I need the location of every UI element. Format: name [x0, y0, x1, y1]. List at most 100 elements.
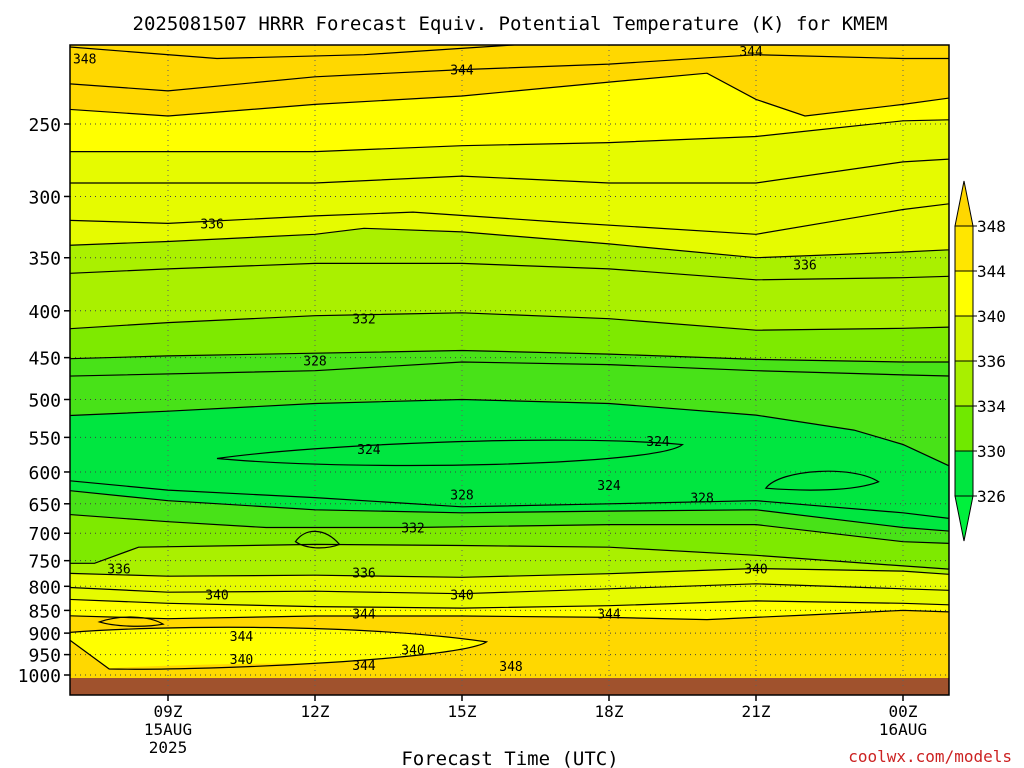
- contour-line-18: [70, 598, 949, 609]
- x-tick-label-9-0: 09Z: [154, 702, 183, 721]
- y-tick-label-1000: 1000: [18, 666, 61, 687]
- contour-label-18: 344: [352, 608, 376, 623]
- contour-line-19: [70, 609, 949, 621]
- contour-label-22: 340: [230, 653, 253, 668]
- svg-text:340: 340: [205, 589, 228, 604]
- svg-text:324: 324: [597, 479, 621, 494]
- x-tick-label-9-2: 2025: [149, 738, 188, 757]
- svg-text:336: 336: [793, 258, 816, 273]
- legend-label-326: 326: [977, 487, 1006, 506]
- y-tick-label-750: 750: [28, 552, 61, 573]
- contour-line-5: [70, 203, 949, 235]
- contour-label-3: 336: [200, 217, 223, 232]
- y-tick-label-300: 300: [28, 187, 61, 208]
- legend-label-330: 330: [977, 442, 1006, 461]
- contour-label-6: 328: [303, 354, 326, 369]
- contour-label-19: 344: [597, 608, 621, 623]
- svg-text:344: 344: [352, 659, 376, 674]
- contour-lens-326: [764, 470, 880, 491]
- x-tick-label-18-0: 18Z: [595, 702, 624, 721]
- legend-arrow-bottom: [954, 495, 974, 542]
- contour-label-0: 348: [73, 52, 96, 67]
- chart-title: 2025081507 HRRR Forecast Equiv. Potentia…: [133, 13, 888, 35]
- svg-text:336: 336: [107, 563, 130, 578]
- contour-label-1: 344: [450, 64, 474, 79]
- x-axis-label: Forecast Time (UTC): [401, 748, 618, 768]
- contour-line-2: [70, 72, 949, 117]
- x-tick-label-24-1: 16AUG: [879, 720, 927, 739]
- y-tick-label-600: 600: [28, 463, 61, 484]
- svg-text:324: 324: [357, 443, 381, 458]
- svg-text:340: 340: [230, 653, 253, 668]
- y-tick-label-950: 950: [28, 646, 61, 667]
- x-tick-label-21-0: 21Z: [742, 702, 771, 721]
- contour-label-15: 340: [205, 589, 228, 604]
- contour-line-12: [70, 480, 949, 519]
- y-tick-label-450: 450: [28, 349, 61, 370]
- contour-line-14: [70, 513, 949, 544]
- contour-label-16: 340: [450, 589, 473, 604]
- legend-swatch-5: [954, 450, 974, 497]
- svg-text:324: 324: [646, 435, 670, 450]
- y-tick-label-800: 800: [28, 577, 61, 598]
- band-344-pocket: [70, 627, 487, 670]
- y-tick-label-850: 850: [28, 601, 61, 622]
- svg-text:328: 328: [690, 492, 713, 507]
- svg-text:344: 344: [352, 608, 376, 623]
- contour-line-3: [70, 119, 949, 153]
- x-tick-label-9-1: 15AUG: [144, 720, 192, 739]
- contour-lens-332: [294, 530, 341, 549]
- svg-text:344: 344: [739, 45, 763, 60]
- contour-labels: 348 344 344 336 336 332 328 324 324 324 328 328 332 3…: [73, 45, 817, 675]
- contour-line-8: [70, 312, 949, 331]
- svg-text:340: 340: [450, 589, 473, 604]
- credit-text: coolwx.com/models: [848, 747, 1012, 766]
- contour-line-4: [70, 158, 949, 184]
- theta-e-bands: [70, 45, 949, 695]
- svg-text:344: 344: [597, 608, 621, 623]
- svg-text:340: 340: [401, 644, 424, 659]
- contour-line-0: [70, 45, 522, 60]
- legend-label-336: 336: [977, 352, 1006, 371]
- contour-label-24: 348: [499, 660, 522, 675]
- svg-text:332: 332: [352, 313, 375, 328]
- svg-text:332: 332: [401, 522, 424, 537]
- contour-label-17: 340: [744, 563, 767, 578]
- svg-text:340: 340: [744, 563, 767, 578]
- y-tick-label-550: 550: [28, 428, 61, 449]
- contour-lens-348: [97, 616, 165, 627]
- svg-text:344: 344: [450, 64, 474, 79]
- grid-lines: [70, 45, 949, 695]
- contour-label-8: 324: [646, 435, 670, 450]
- y-tick-label-500: 500: [28, 391, 61, 412]
- y-tick-label-350: 350: [28, 249, 61, 270]
- contour-label-20: 344: [230, 630, 254, 645]
- contour-line-17: [70, 583, 949, 595]
- contour-label-2: 344: [739, 45, 763, 60]
- svg-text:348: 348: [499, 660, 522, 675]
- contour-line-15: [70, 543, 949, 570]
- svg-text:336: 336: [200, 217, 223, 232]
- y-tick-label-250: 250: [28, 115, 61, 136]
- legend-label-340: 340: [977, 307, 1006, 326]
- svg-text:328: 328: [450, 489, 473, 504]
- contour-line-11: [70, 398, 949, 467]
- contour-line-9: [70, 349, 949, 363]
- plot-frame: [69, 44, 950, 696]
- ground-bar: [70, 678, 949, 695]
- svg-text:348: 348: [73, 52, 96, 67]
- contour-label-10: 328: [450, 489, 473, 504]
- legend-label-344: 344: [977, 262, 1006, 281]
- svg-text:344: 344: [230, 630, 254, 645]
- contour-label-14: 336: [352, 567, 375, 582]
- contour-label-23: 344: [352, 659, 376, 674]
- contour-label-11: 328: [690, 492, 713, 507]
- legend-label-348: 348: [977, 217, 1006, 236]
- contour-line-6: [70, 227, 949, 259]
- contour-label-9: 324: [597, 479, 621, 494]
- contour-label-5: 332: [352, 313, 375, 328]
- svg-text:336: 336: [352, 567, 375, 582]
- y-tick-label-900: 900: [28, 624, 61, 645]
- y-tick-label-700: 700: [28, 524, 61, 545]
